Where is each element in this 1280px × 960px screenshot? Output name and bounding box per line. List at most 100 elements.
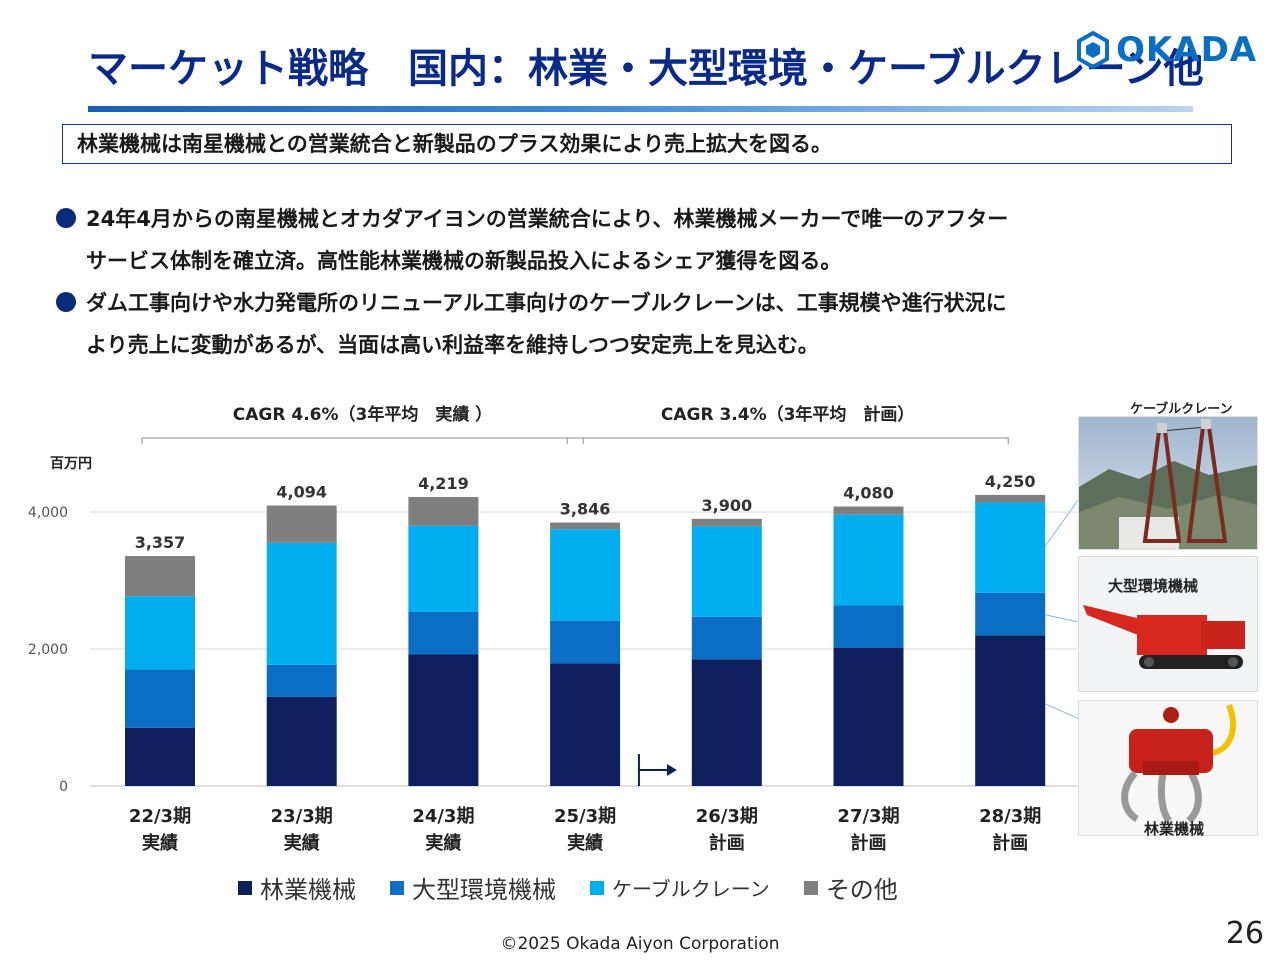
legend-label: その他 — [825, 876, 898, 904]
leader-line-cable-crane — [1044, 499, 1079, 547]
legend-swatch — [238, 880, 252, 895]
bar-segment — [691, 616, 762, 660]
photo-label-forestry-machine: 林業機械 — [1144, 820, 1205, 838]
total-label: 4,080 — [843, 484, 894, 503]
x-tick-label: 23/3期 — [271, 806, 333, 827]
legend-swatch — [803, 880, 818, 895]
cagr-bracket — [566, 437, 1009, 444]
bullet-text: 24年4月からの南星機械とオカダアイヨンの営業統合により、林業機械メーカーで唯一… — [86, 207, 1009, 231]
x-tick-label: 24/3期 — [412, 806, 474, 827]
legend-label: 大型環境機械 — [412, 876, 556, 904]
environment-machine-image — [1079, 557, 1257, 691]
bar-segment — [266, 505, 337, 543]
x-tick-label: 28/3期 — [979, 806, 1041, 827]
legend-item-other: その他 — [803, 870, 898, 905]
forestry-machine-image — [1079, 701, 1257, 835]
total-label: 3,900 — [701, 496, 752, 515]
chart-legend: 林業機械 大型環境機械 ケーブルクレーン その他 — [238, 870, 932, 905]
cable-crane-photo — [1078, 416, 1258, 550]
bullet-item: 24年4月からの南星機械とオカダアイヨンの営業統合により、林業機械メーカーで唯一… — [56, 198, 1236, 282]
legend-item-cable-crane: ケーブルクレーン — [590, 873, 770, 902]
environment-machine-photo — [1078, 556, 1258, 692]
leader-line-forestry — [1044, 703, 1080, 720]
bar-segment — [125, 596, 195, 670]
x-tick-label: 実績 — [425, 832, 461, 854]
bar-segment — [975, 494, 1046, 503]
bullet-text: より売上に変動があるが、当面は高い利益率を維持しつつ安定売上を見込む。 — [86, 333, 819, 357]
copyright-footer: ©2025 Okada Aiyon Corporation — [500, 934, 780, 954]
total-label: 3,357 — [135, 533, 186, 552]
bar-segment — [833, 605, 904, 648]
bar-segment — [975, 502, 1046, 593]
x-tick-label: 27/3期 — [837, 806, 899, 827]
page-title: マーケット戦略 国内：林業・大型環境・ケーブルクレーン他 — [88, 46, 1204, 92]
summary-box: 林業機械は南星機械との営業統合と新製品のプラス効果により売上拡大を図る。 — [62, 124, 1232, 164]
legend-swatch — [390, 880, 404, 895]
bar-segment — [408, 654, 479, 786]
cagr-label: CAGR 4.6%（3年平均 実績 ） — [233, 404, 493, 425]
bullet-text: サービス体制を確立済。高性能林業機械の新製品投入によるシェア獲得を図る。 — [86, 249, 842, 273]
cable-crane-image — [1079, 417, 1257, 549]
bar-segment — [266, 542, 337, 665]
total-label: 4,250 — [985, 472, 1036, 491]
cagr-bracket — [141, 437, 584, 444]
total-label: 4,094 — [276, 483, 327, 502]
page-number: 26 — [1225, 916, 1264, 951]
legend-item-forestry: 林業機械 — [238, 870, 356, 905]
bar-segment — [266, 696, 337, 786]
x-tick-label: 計画 — [851, 832, 887, 854]
bullet-dot-icon — [56, 208, 76, 228]
bar-segment — [408, 496, 479, 526]
legend-label: 林業機械 — [260, 876, 356, 904]
forestry-machine-photo — [1078, 700, 1258, 836]
legend-swatch — [590, 880, 604, 895]
y-tick-label: 0 — [59, 779, 68, 795]
total-label: 3,846 — [560, 500, 611, 519]
plan-start-arrow-icon — [666, 764, 677, 776]
bar-segment — [550, 522, 621, 530]
bar-segment — [550, 663, 621, 786]
cagr-label: CAGR 3.4%（3年平均 計画） — [661, 404, 915, 425]
x-tick-label: 実績 — [284, 832, 320, 854]
legend-item-environment: 大型環境機械 — [390, 870, 556, 905]
legend-label: ケーブルクレーン — [612, 877, 770, 901]
bar-segment — [691, 526, 762, 617]
y-unit-label: 百万円 — [50, 456, 92, 472]
bar-segment — [125, 727, 195, 786]
title-divider — [88, 106, 1193, 112]
bar-segment — [408, 525, 479, 613]
x-tick-label: 25/3期 — [554, 806, 616, 827]
bar-segment — [125, 556, 195, 597]
bar-segment — [408, 612, 479, 655]
x-tick-label: 22/3期 — [129, 806, 191, 827]
total-label: 4,219 — [418, 474, 469, 493]
bullet-text: ダム工事向けや水力発電所のリニューアル工事向けのケーブルクレーンは、工事規模や進… — [86, 291, 1007, 315]
bar-segment — [691, 659, 762, 786]
bar-segment — [833, 647, 904, 786]
x-tick-label: 実績 — [142, 832, 178, 854]
company-logo: OKADA — [1076, 30, 1257, 70]
okada-logo-icon — [1077, 31, 1109, 69]
logo-text: OKADA — [1116, 30, 1258, 70]
y-tick-label: 4,000 — [28, 505, 68, 521]
photo-label-cable-crane: ケーブルクレーン — [1130, 402, 1233, 417]
bar-segment — [691, 518, 762, 527]
bar-segment — [975, 592, 1046, 636]
bar-segment — [975, 635, 1046, 786]
bar-segment — [266, 664, 337, 697]
bar-segment — [833, 506, 904, 515]
bar-segment — [550, 529, 621, 621]
y-tick-label: 2,000 — [28, 642, 68, 658]
x-tick-label: 26/3期 — [696, 806, 758, 827]
leader-line-environment — [1045, 614, 1079, 623]
bar-segment — [550, 620, 621, 664]
bullet-dot-icon — [56, 292, 76, 312]
bullet-item: ダム工事向けや水力発電所のリニューアル工事向けのケーブルクレーンは、工事規模や進… — [56, 282, 1236, 366]
bar-segment — [833, 514, 904, 606]
bullet-list: 24年4月からの南星機械とオカダアイヨンの営業統合により、林業機械メーカーで唯一… — [56, 198, 1236, 366]
x-tick-label: 実績 — [567, 832, 603, 854]
x-tick-label: 計画 — [992, 832, 1028, 854]
photo-label-environment-machine: 大型環境機械 — [1108, 577, 1199, 595]
x-tick-label: 計画 — [709, 832, 745, 854]
